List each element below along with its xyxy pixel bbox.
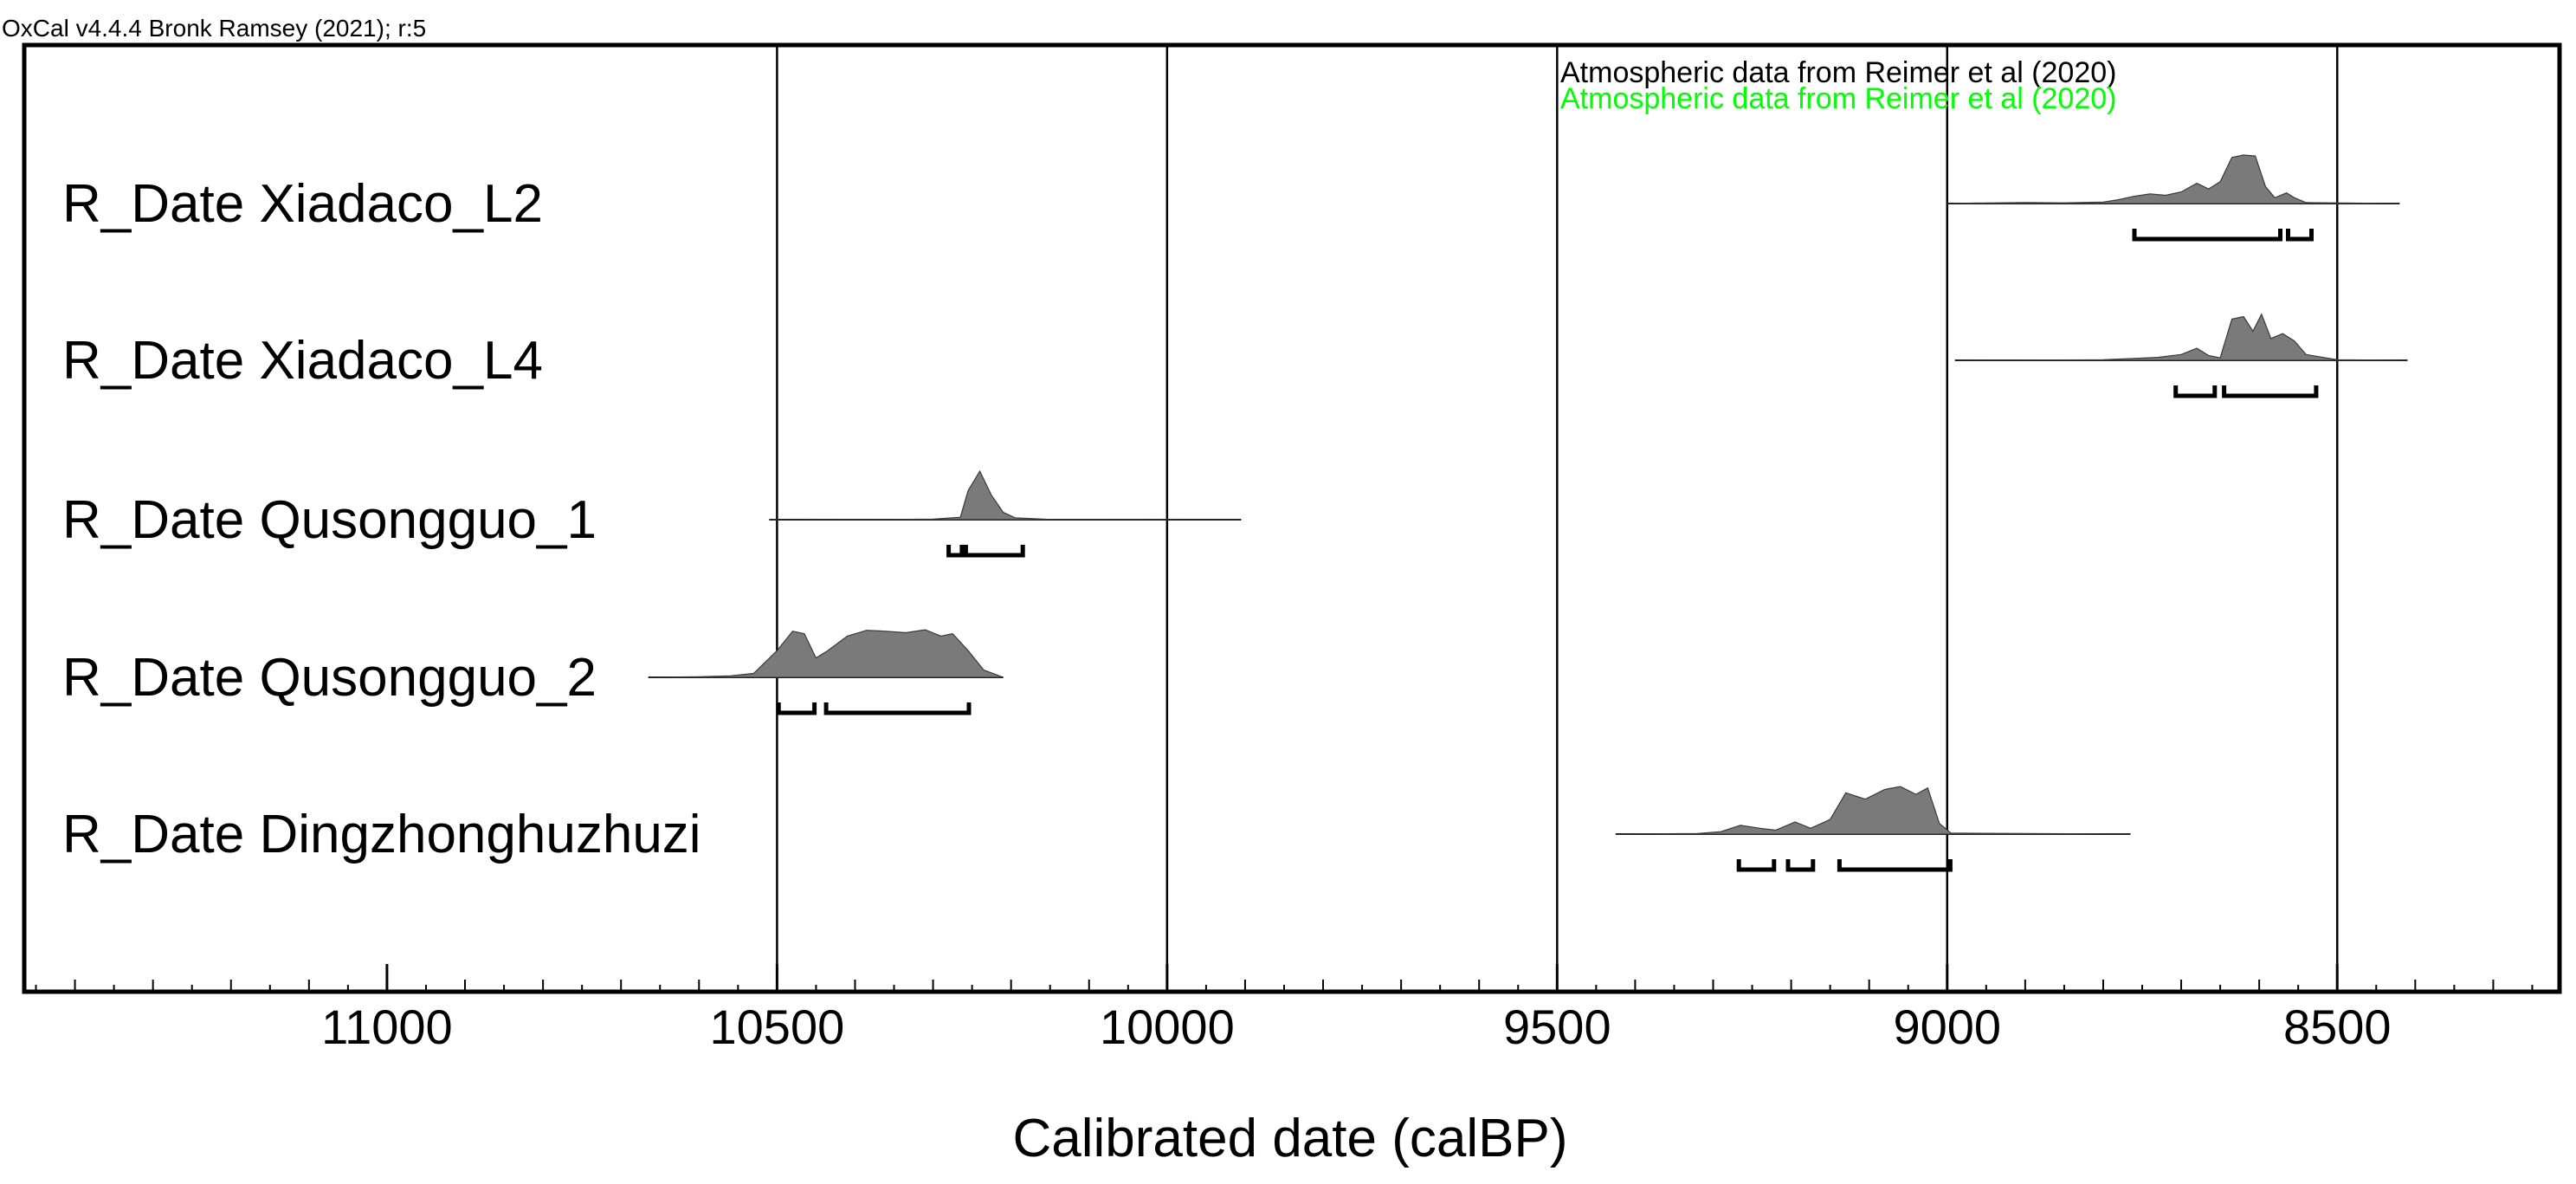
distribution-row: R_Date Xiadaco_L2 [62,154,2400,242]
range-bracket [2222,385,2319,398]
calibration-reference-note: Atmospheric data from Reimer et al (2020… [1560,56,2116,89]
distribution-row: R_Date Qusongguo_1 [62,469,1242,558]
x-axis-label: Calibrated date (calBP) [1013,1109,1568,1168]
posterior-distribution [1947,154,2400,204]
distribution-row: R_Date Xiadaco_L4 [62,313,2408,398]
range-bracket [1837,859,1953,872]
range-bracket [2173,385,2218,398]
range-bracket [2132,229,2282,242]
series-label: R_Date Xiadaco_L4 [62,331,543,391]
distribution-row: R_Date Qusongguo_2 [62,629,1004,715]
x-tick-label: 9000 [1893,1000,2001,1054]
series-label: R_Date Qusongguo_2 [62,648,597,708]
range-bracket [823,702,972,715]
distributions: R_Date Xiadaco_L2 R_Date Xiadaco_L4 R_Date… [62,154,2408,872]
range-bracket [963,545,1025,558]
posterior-distribution [1615,786,2131,835]
posterior-distribution [1954,313,2408,361]
distribution-row: R_Date Dingzhonghuzhuzi [62,786,2131,872]
software-version-label: OxCal v4.4.4 Bronk Ramsey (2021); r:5 [2,15,426,42]
range-bracket [946,545,965,558]
series-label: R_Date Qusongguo_1 [62,490,597,550]
range-bracket [776,702,817,715]
minor-ticks [35,980,2534,992]
plot-frame [22,42,2562,994]
range-bracket [2286,229,2314,242]
calibration-reference-note: Atmospheric data from Reimer et al (2020… [1560,82,2116,115]
major-ticks [385,964,2339,992]
x-tick-labels: 11000 10500 10000 9500 9000 8500 [321,1000,2391,1054]
range-bracket [1785,859,1816,872]
x-tick-label: 10500 [710,1000,845,1054]
annotations: Atmospheric data from Reimer et al (2020… [1560,56,2116,115]
series-label: R_Date Xiadaco_L2 [62,174,543,234]
x-tick-label: 9500 [1503,1000,1611,1054]
x-tick-label: 8500 [2283,1000,2392,1054]
series-label: R_Date Dingzhonghuzhuzi [62,805,701,864]
posterior-distribution [648,629,1004,678]
posterior-distribution [769,469,1242,521]
x-tick-label: 11000 [321,1000,453,1054]
range-bracket [1736,859,1777,872]
x-tick-label: 10000 [1100,1000,1235,1054]
